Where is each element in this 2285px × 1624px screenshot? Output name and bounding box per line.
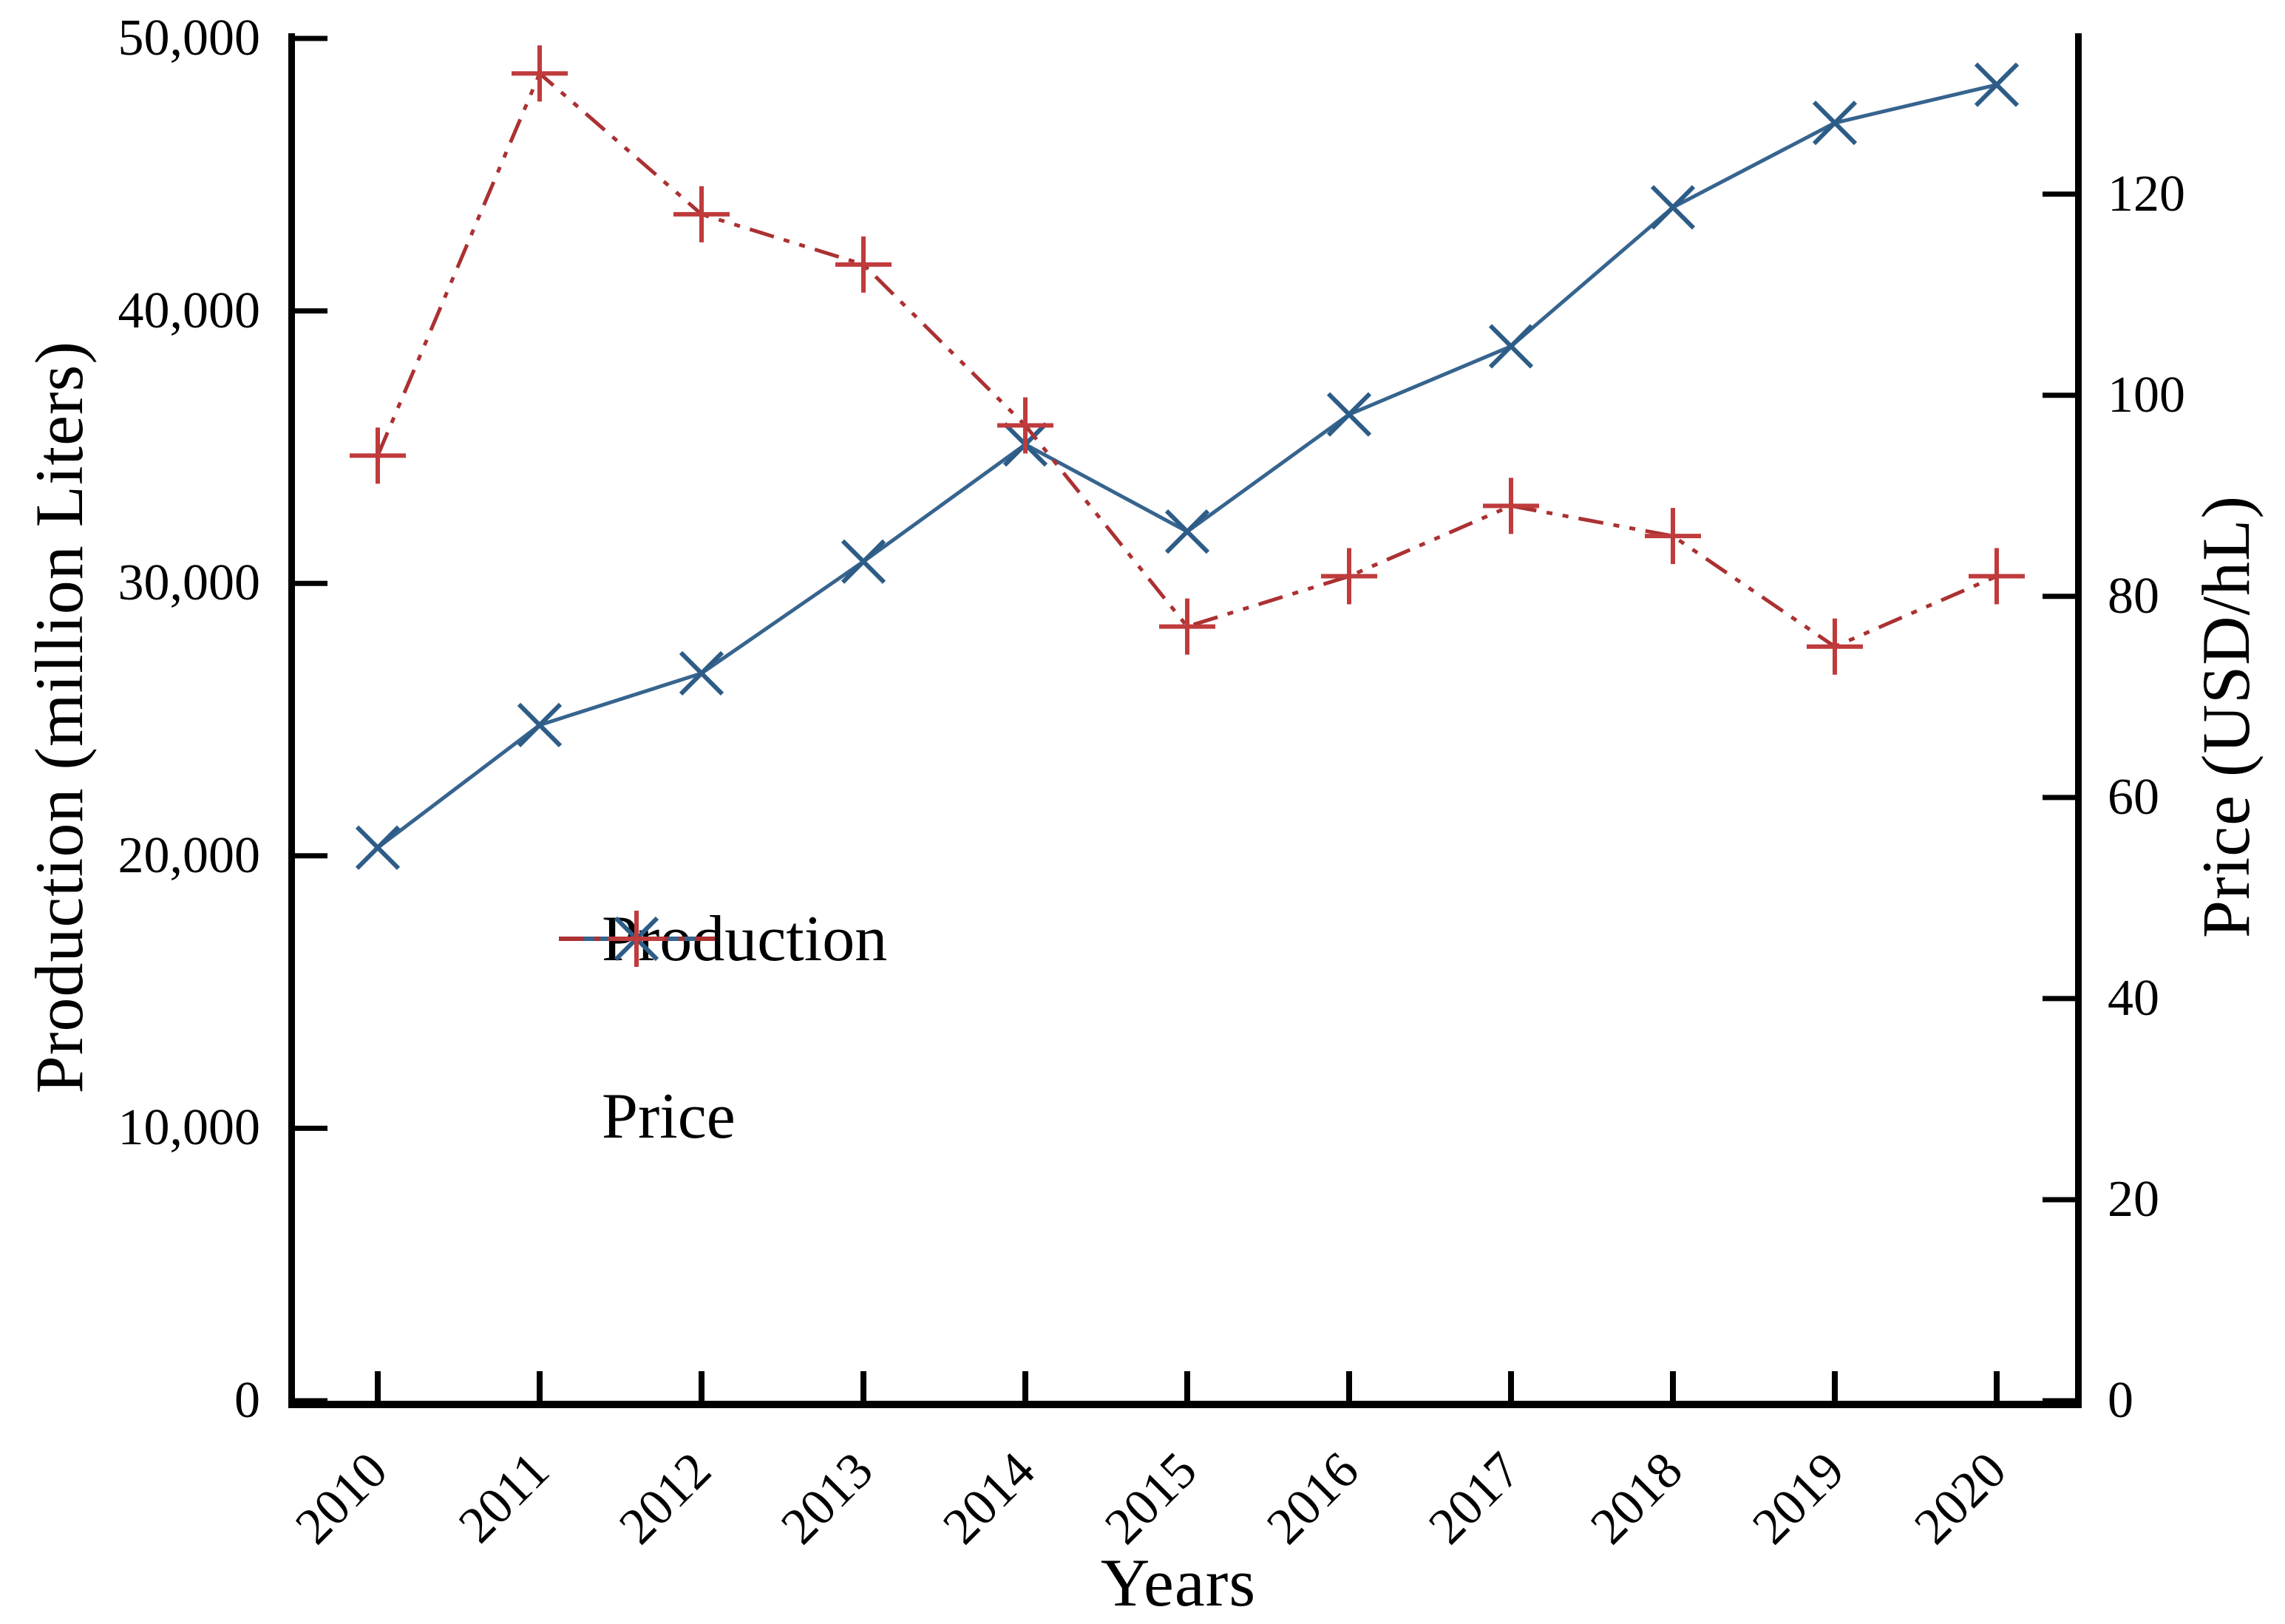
price-marker — [1483, 478, 1539, 534]
production-marker — [1974, 62, 2020, 107]
production-marker — [1326, 392, 1372, 437]
production-marker — [355, 825, 401, 870]
y-tick-label-left: 10,000 — [118, 1099, 261, 1157]
y-tick-label-right: 20 — [2108, 1170, 2159, 1228]
x-axis-title: Years — [1100, 1545, 1257, 1620]
y-tick-label-right: 100 — [2108, 366, 2185, 424]
y-tick-label-right: 0 — [2108, 1372, 2133, 1429]
plus-marker-icon — [608, 911, 665, 967]
x-tick-label: 2020 — [1904, 1441, 2017, 1555]
price-marker — [835, 236, 892, 293]
price-marker — [1321, 548, 1377, 605]
legend-label-price: Price — [602, 1080, 736, 1152]
production-marker — [1164, 509, 1210, 554]
production-marker — [679, 650, 724, 696]
production-marker — [1650, 185, 1696, 230]
price-marker — [512, 45, 568, 102]
y-tick-label-right: 60 — [2108, 768, 2159, 826]
legend-item-price: Price — [557, 911, 887, 1161]
chart-canvas — [295, 35, 2075, 1401]
y-tick-label-left: 30,000 — [118, 554, 261, 612]
price-marker — [1807, 618, 1863, 675]
plot-area: Production Price — [288, 33, 2082, 1408]
price-marker — [1645, 508, 1701, 565]
y-tick-label-right: 40 — [2108, 969, 2159, 1027]
production-marker — [1812, 101, 1858, 146]
y-tick-label-right: 120 — [2108, 165, 2185, 222]
y-tick-label-right: 80 — [2108, 567, 2159, 625]
legend: Production Price — [557, 894, 887, 1249]
production-marker — [1488, 324, 1534, 369]
price-line-sample — [559, 911, 715, 967]
series-line-production — [376, 83, 1997, 849]
y-tick-label-left: 50,000 — [118, 10, 261, 67]
price-marker — [350, 427, 406, 484]
series-line-price — [376, 70, 1997, 649]
y-tick-label-left: 40,000 — [118, 282, 261, 339]
price-marker — [1159, 598, 1215, 655]
y-axis-title-left-text: Production (million Liters) — [21, 340, 97, 1094]
price-marker — [673, 186, 730, 242]
y-tick-label-left: 20,000 — [118, 826, 261, 884]
price-marker — [997, 397, 1053, 454]
y-axis-title-left: Production (million Liters) — [11, 33, 107, 1401]
production-marker — [841, 539, 886, 584]
y-tick-label-left: 0 — [234, 1372, 260, 1429]
price-marker — [1969, 548, 2025, 605]
production-marker — [517, 702, 563, 747]
